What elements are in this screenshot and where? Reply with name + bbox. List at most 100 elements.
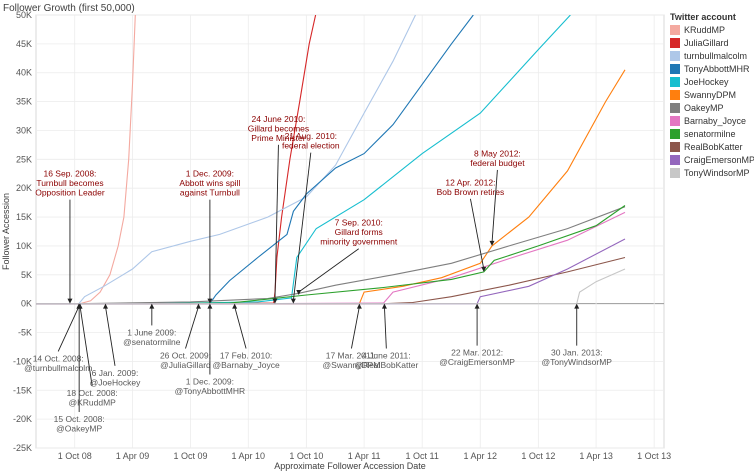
annotation-text: 14 Oct. 2008: — [33, 353, 84, 363]
annotation-pointer — [79, 306, 93, 387]
x-tick-label: 1 Oct 12 — [521, 451, 555, 461]
annotation-text: @senatormilne — [123, 337, 181, 347]
legend-swatch — [670, 129, 680, 139]
annotation-text: 22 Mar. 2012: — [451, 348, 503, 358]
legend-title: Twitter account — [670, 12, 736, 22]
x-tick-label: 1 Apr 12 — [463, 451, 497, 461]
annotation-text: Bob Brown retires — [437, 187, 505, 197]
x-tick-label: 1 Apr 11 — [348, 451, 381, 461]
x-tick-label: 1 Oct 08 — [58, 451, 92, 461]
annotation-pointer — [298, 248, 359, 293]
legend-swatch — [670, 90, 680, 100]
annotation-arrowhead — [77, 303, 83, 309]
legend-entry-label: Barnaby_Joyce — [684, 116, 746, 126]
gridlines — [36, 14, 664, 449]
y-tick-label: 10K — [16, 241, 32, 251]
annotation-text: 24 June 2010: — [251, 114, 305, 124]
y-axis-label: Follower Accession — [1, 193, 11, 270]
x-tick-label: 1 Apr 10 — [232, 451, 266, 461]
annotation-pointer — [469, 198, 485, 269]
annotation-arrowhead — [272, 298, 278, 304]
annotation-text: Gillard forms — [335, 227, 383, 237]
annotation-pointer — [292, 152, 312, 301]
y-tick-label: 25K — [16, 154, 32, 164]
annotation-text: federal budget — [470, 158, 525, 168]
annotation-text: 18 Oct. 2008: — [67, 388, 118, 398]
annotation-text: 1 Dec. 2009: — [186, 376, 234, 386]
y-tick-label: 45K — [16, 39, 32, 49]
annotation-text: @turnbullmalcolm — [24, 363, 92, 373]
annotation-text: Prime Minister — [251, 133, 305, 143]
annotation-text: 12 Apr. 2012: — [445, 177, 495, 187]
legend-entry-label: JoeHockey — [684, 77, 729, 87]
legend-entry-label: OakeyMP — [684, 103, 724, 113]
annotation-arrowhead — [481, 266, 487, 272]
annotation-text: @TonyWindsorMP — [541, 357, 612, 367]
annotation-text: 17 Mar. 2011: — [326, 351, 377, 361]
annotation-arrowhead — [195, 303, 201, 309]
annotation-arrowhead — [207, 303, 213, 309]
annotation-text: 8 May 2012: — [474, 148, 521, 158]
annotation-text: Turnbull becomes — [36, 178, 103, 188]
y-tick-label: 15K — [16, 212, 32, 222]
legend-entry-label: senatormilne — [684, 129, 736, 139]
legend-entry-label: SwannyDPM — [684, 90, 736, 100]
legend-swatch — [670, 64, 680, 74]
annotation-text: @KRuddMP — [68, 398, 116, 408]
annotation-arrowhead — [232, 303, 238, 309]
plot-area: 16 Sep. 2008:Turnbull becomesOpposition … — [24, 14, 665, 449]
series-line-tonyabbottmhr — [36, 15, 474, 305]
legend-entry-label: TonyWindsorMP — [684, 168, 750, 178]
legend-swatch — [670, 155, 680, 165]
legend-swatch — [670, 142, 680, 152]
annotation-text: 7 Sep. 2010: — [335, 218, 383, 228]
series-line-swannydpm — [36, 69, 626, 305]
annotation-arrowhead — [149, 303, 155, 309]
x-tick-label: 1 Oct 09 — [174, 451, 208, 461]
series-line-kruddmp — [36, 15, 136, 305]
legend-swatch — [670, 168, 680, 178]
legend: Twitter account KRuddMP JuliaGillard turnb… — [670, 12, 754, 178]
y-tick-label: 40K — [16, 68, 32, 78]
annotations: 16 Sep. 2008:Turnbull becomesOpposition … — [24, 114, 612, 434]
annotation-arrowhead — [67, 298, 73, 304]
annotation-text: 21 Aug. 2010: — [285, 131, 337, 141]
y-tick-label: 5K — [21, 270, 32, 280]
annotation-pointer — [350, 306, 360, 349]
annotation-text: @CraigEmersonMP — [439, 357, 515, 367]
legend-swatch — [670, 116, 680, 126]
annotation-text: 17 Feb. 2010: — [220, 351, 272, 361]
annotation-text: 1 June 2009: — [127, 327, 176, 337]
annotation-text: @JuliaGillard — [160, 360, 211, 370]
annotation-pointer — [105, 306, 116, 366]
annotation-text: Gillard becomes — [248, 123, 309, 133]
y-tick-label: -5K — [18, 328, 32, 338]
y-tick-label: -15K — [13, 385, 32, 395]
annotation-pointer — [383, 306, 387, 349]
chart-title: Follower Growth (first 50,000) — [3, 3, 135, 14]
annotation-arrowhead — [489, 240, 495, 246]
annotation-text: against Turnbull — [180, 188, 240, 198]
annotation-pointer — [57, 306, 80, 352]
annotation-arrowhead — [290, 298, 296, 304]
annotation-arrowhead — [207, 298, 213, 304]
annotation-text: @Barnaby_Joyce — [212, 360, 279, 370]
annotation-text: @SwannyDPM — [323, 360, 381, 370]
annotation-text: 1 Dec. 2009: — [186, 169, 234, 179]
annotation-text: 6 Jan. 2009: — [92, 368, 139, 378]
legend-entry-label: TonyAbbottMHR — [684, 64, 750, 74]
annotation-text: 16 Sep. 2008: — [43, 169, 96, 179]
legend-swatch — [670, 77, 680, 87]
x-tick-label: 1 Oct 11 — [406, 451, 439, 461]
annotation-text: @RealBobKatter — [354, 360, 418, 370]
annotation-text: 15 Oct. 2008: — [54, 414, 105, 424]
y-tick-label: 0K — [21, 299, 32, 309]
y-tick-label: 50K — [16, 10, 32, 20]
annotation-text: Opposition Leader — [35, 188, 105, 198]
annotation-text: @JoeHockey — [90, 377, 141, 387]
legend-entry-label: CraigEmersonMP — [684, 155, 754, 165]
y-tick-label: 30K — [16, 125, 32, 135]
annotation-text: @TonyAbbottMHR — [175, 386, 246, 396]
annotation-pointer — [274, 144, 279, 301]
legend-swatch — [670, 51, 680, 61]
